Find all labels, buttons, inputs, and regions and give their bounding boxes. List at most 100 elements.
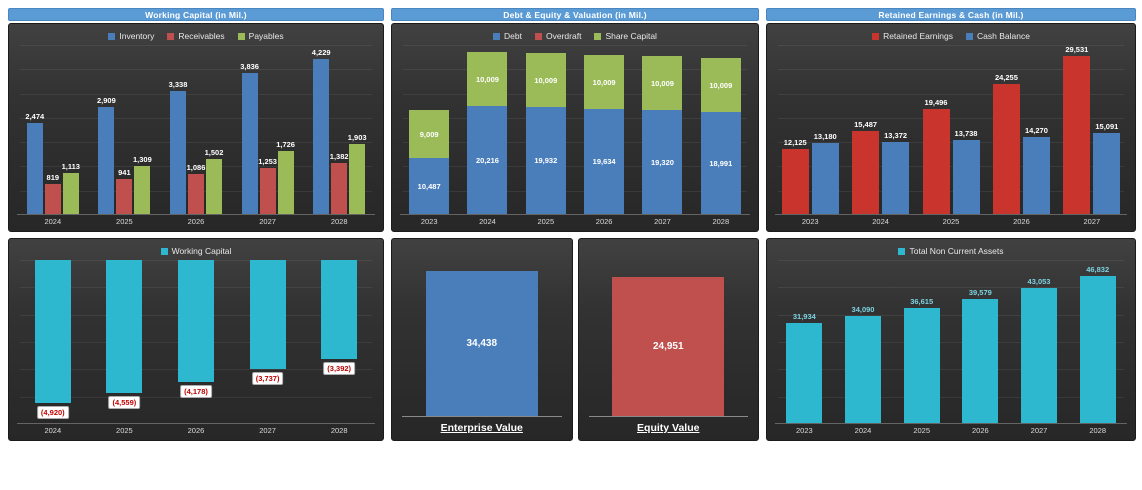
bars-row: 43,053 <box>1009 260 1069 424</box>
bar-stack: 10,009 19,634 <box>584 45 625 214</box>
bar: 43,053 <box>1021 277 1058 423</box>
legend-item: Cash Balance <box>966 31 1030 41</box>
category-group: (4,559) 2025 <box>88 260 161 437</box>
bar: (4,178) <box>177 260 214 398</box>
category-label: 2026 <box>972 426 989 435</box>
value-label: 19,496 <box>924 98 948 107</box>
bar: 31,934 <box>786 312 823 423</box>
chart-footer-label: Enterprise Value <box>402 416 562 434</box>
category-label: 2028 <box>1089 426 1107 435</box>
bars-row: 3,836 1,253 1,726 <box>231 45 304 215</box>
chart-retained-earnings-cash[interactable]: Retained Earnings Cash Balance 12,125 13,1… <box>766 23 1136 232</box>
category-group: 3,836 1,253 1,726 2027 <box>231 45 304 228</box>
category-group: 39,579 2026 <box>951 260 1010 437</box>
value-label: 10,009 <box>650 78 674 88</box>
value-label: 39,579 <box>968 288 992 297</box>
bar: 20,216 <box>467 106 508 214</box>
chart-title-working-capital: Working Capital (in Mil.) <box>8 8 384 21</box>
value-label: 1,086 <box>186 163 206 172</box>
category-group: (3,737) 2027 <box>231 260 304 437</box>
value-label: 18,991 <box>709 158 733 168</box>
bars-row: 9,009 10,487 <box>400 45 459 215</box>
legend-item: Retained Earnings <box>872 31 953 41</box>
category-group: 3,338 1,086 1,502 2026 <box>160 45 232 228</box>
bars-row: (4,559) <box>88 260 161 424</box>
bar-stack: 10,009 19,320 <box>642 45 683 214</box>
value-label: 10,009 <box>476 74 499 84</box>
value-label: 31,934 <box>792 312 816 321</box>
legend-item: Payables <box>237 31 284 41</box>
chart-total-non-current-assets[interactable]: Total Non Current Assets 31,934 2023 34,09… <box>766 238 1136 441</box>
chart-enterprise-value[interactable]: 34,438 Enterprise Value <box>391 238 573 441</box>
chart-debt-equity-valuation[interactable]: Debt Overdraft Share Capital 9,009 10,487 20… <box>391 23 759 232</box>
gridline <box>20 118 372 119</box>
category-label: 2025 <box>116 426 133 435</box>
category-label: 2026 <box>1013 217 1030 226</box>
gridline <box>778 118 1124 119</box>
category-group: 10,009 18,991 2028 <box>691 45 750 228</box>
bar: 3,836 <box>240 62 259 214</box>
legend-label: Overdraft <box>546 31 582 41</box>
category-group: 2,909 941 1,309 2025 <box>88 45 161 228</box>
category-group: 31,934 2023 <box>775 260 834 437</box>
legend-swatch-icon <box>898 247 906 255</box>
plot-area: 9,009 10,487 2023 10,009 20,216 2024 10,009 19,… <box>400 45 750 228</box>
category-group: 9,009 10,487 2023 <box>400 45 459 228</box>
dashboard-grid: Working Capital (in Mil.) Inventory Recei… <box>8 8 1142 441</box>
category-group: 34,090 2024 <box>833 260 893 437</box>
bars-row: (3,737) <box>231 260 304 424</box>
legend-item: Overdraft <box>535 31 581 41</box>
chart-equity-value[interactable]: 24,951 Equity Value <box>577 238 759 441</box>
gridline <box>778 397 1124 398</box>
legend-swatch-icon <box>594 32 602 40</box>
legend-label: Retained Earnings <box>883 31 953 41</box>
value-label: 2,909 <box>97 96 116 105</box>
gridline <box>778 342 1124 343</box>
value-label: 4,229 <box>311 48 331 57</box>
value-label: 941 <box>118 168 131 177</box>
value-label: 15,487 <box>854 120 878 129</box>
value-label: 43,053 <box>1027 277 1051 286</box>
plot-area: (4,920) 2024 (4,559) 2025 (4,178) 2026 (3,737)… <box>17 260 375 437</box>
bars-row: (4,920) <box>17 260 89 424</box>
gridline <box>403 45 747 46</box>
bars-row: 10,009 19,634 <box>574 45 634 215</box>
category-label: 2024 <box>44 426 62 435</box>
legend-label: Working Capital <box>171 246 232 256</box>
value-label: 46,832 <box>1086 265 1110 274</box>
bars-row: 2,909 941 1,309 <box>88 45 161 215</box>
plot-area: 12,125 13,180 2023 15,487 13,372 2024 19,496 13… <box>775 45 1128 228</box>
legend: Working Capital <box>17 242 375 260</box>
bar: 19,634 <box>584 109 625 214</box>
value-label: 10,487 <box>417 181 441 191</box>
category-group: 19,496 13,738 2025 <box>915 45 987 228</box>
bar: 14,270 <box>1022 126 1050 214</box>
chart-working-capital-components[interactable]: Inventory Receivables Payables 2,474 819 1,1… <box>8 23 384 232</box>
legend: Inventory Receivables Payables <box>17 27 375 45</box>
bar: 1,086 <box>187 163 205 214</box>
value-label: 14,270 <box>1024 126 1048 135</box>
value-label: 1,502 <box>204 148 224 157</box>
bar-stack: 9,009 10,487 <box>409 45 450 214</box>
gridline <box>778 69 1124 70</box>
category-group: 15,487 13,372 2024 <box>845 45 916 228</box>
column-working-capital: Working Capital (in Mil.) Inventory Recei… <box>8 8 384 441</box>
gridline <box>20 142 372 143</box>
chart-working-capital[interactable]: Working Capital (4,920) 2024 (4,559) 2025 (4… <box>8 238 384 441</box>
legend-swatch-icon <box>237 32 245 40</box>
value-label: 13,738 <box>954 129 978 138</box>
category-label: 2027 <box>259 217 276 226</box>
bar: 36,615 <box>903 297 940 423</box>
value-label: (3,392) <box>323 362 356 375</box>
category-label: 2028 <box>712 217 730 226</box>
legend-label: Payables <box>248 31 284 41</box>
category-group: 36,615 2025 <box>892 260 952 437</box>
plot-area: 34,438 <box>402 251 562 416</box>
legend-swatch-icon <box>872 32 880 40</box>
category-label: 2023 <box>801 217 819 226</box>
legend-label: Total Non Current Assets <box>909 246 1004 256</box>
category-label: 2027 <box>654 217 671 226</box>
plot-area: 31,934 2023 34,090 2024 36,615 2025 39,579 2026… <box>775 260 1128 437</box>
bar: 39,579 <box>962 288 999 423</box>
